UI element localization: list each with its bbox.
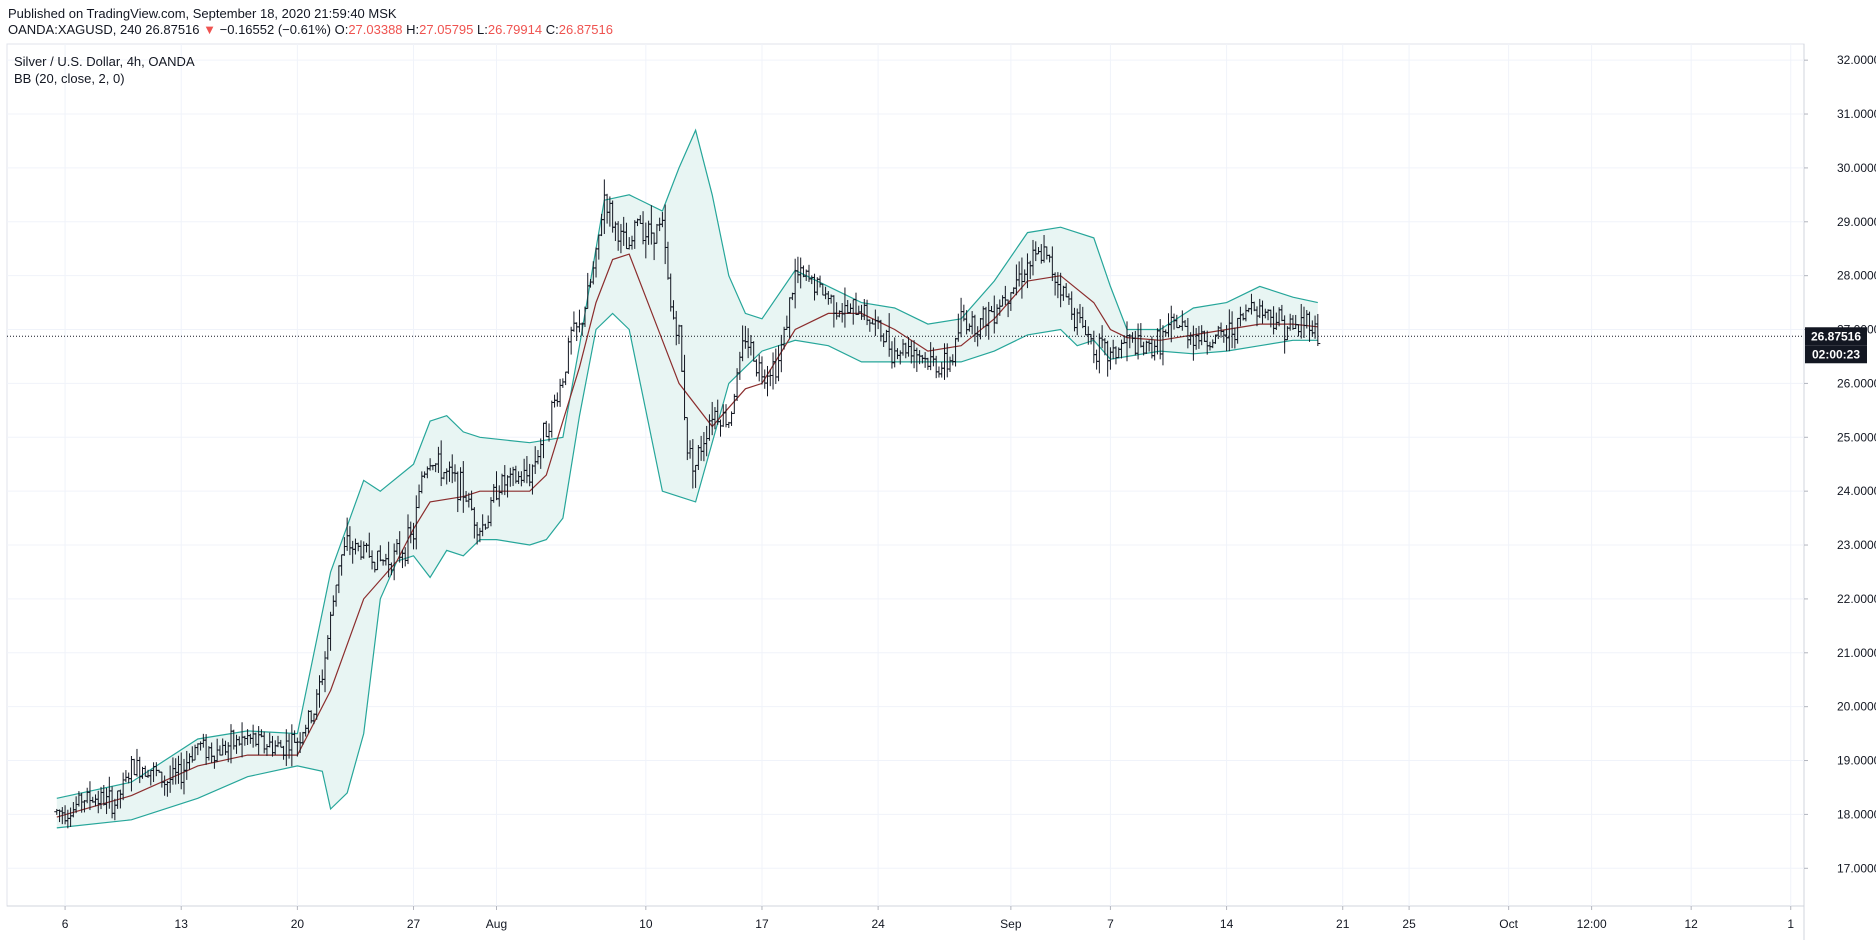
x-tick-label: 6 (62, 917, 69, 931)
ohlc-bar (1094, 349, 1100, 370)
grid (7, 44, 1804, 906)
x-tick-label: 13 (175, 917, 189, 931)
x-tick-label: 27 (407, 917, 421, 931)
y-tick-label: 26.00000 (1837, 376, 1876, 390)
y-tick-label: 21.00000 (1837, 646, 1876, 660)
y-tick-label: 32.00000 (1837, 53, 1876, 67)
ohlc-bar (543, 420, 549, 438)
symbol-quote-line: OANDA:XAGUSD, 240 26.87516 ▼ −0.16552 (−… (8, 22, 613, 37)
bollinger-bands (56, 128, 1318, 829)
y-tick-label: 24.00000 (1837, 484, 1876, 498)
ohlc-bar (576, 309, 582, 333)
ohlc-bar (756, 354, 762, 382)
band-upper-line (56, 128, 1318, 799)
ohlc-bar (574, 322, 580, 342)
y-tick-label: 17.00000 (1837, 861, 1876, 875)
ohlc-bar (770, 352, 776, 390)
close-value: 26.87516 (558, 22, 613, 37)
price-change: −0.16552 (−0.61%) (219, 22, 331, 37)
x-tick-label: 25 (1402, 917, 1416, 931)
published-note: Published on TradingView.com, September … (8, 6, 397, 21)
x-tick-label: 20 (291, 917, 305, 931)
ohlc-bar (776, 345, 782, 382)
time-axis[interactable]: 6 13 20 27 Aug 10 17 24 Sep 7 14 21 25 Oct 12:00 12 1 (62, 906, 1795, 931)
publication-header: Published on TradingView.com, September … (0, 0, 1876, 44)
last-price: 26.87516 (145, 22, 200, 37)
y-tick-label: 23.00000 (1837, 538, 1876, 552)
indicator-label: BB (20, close, 2, 0) (14, 71, 125, 86)
high-label: H: (406, 22, 420, 37)
price-axis[interactable]: 17.00000 18.00000 19.00000 20.00000 21.00000… (1804, 53, 1876, 875)
price-labels: 26.87516 02:00:23 (7, 327, 1867, 364)
y-tick-label: 30.00000 (1837, 161, 1876, 175)
ohlc-bar (123, 770, 129, 783)
ohlc-bar (568, 326, 574, 355)
ohlc-bar (936, 366, 942, 378)
x-tick-label: 12:00 (1577, 917, 1607, 931)
x-tick-label: Aug (486, 917, 507, 931)
band-fill (56, 130, 1318, 828)
y-tick-label: 29.00000 (1837, 215, 1876, 229)
open-label: O: (334, 22, 349, 37)
chart-legend: Silver / U.S. Dollar, 4h, OANDA BB (20, … (14, 53, 195, 87)
low-label: L: (477, 22, 488, 37)
ohlc-bar (723, 404, 729, 428)
open-value: 27.03388 (348, 22, 403, 37)
x-tick-label: 10 (639, 917, 653, 931)
last-price-label: 26.87516 (1811, 329, 1861, 343)
ohlc-bar (773, 348, 779, 384)
ohlc-bar (131, 758, 137, 776)
x-tick-label: 1 (1787, 917, 1794, 931)
y-tick-label: 18.00000 (1837, 807, 1876, 821)
plot-area-border (6, 43, 1805, 907)
x-tick-label: 17 (755, 917, 769, 931)
x-tick-label: Oct (1499, 917, 1518, 931)
y-tick-label: 19.00000 (1837, 754, 1876, 768)
y-tick-label: 31.00000 (1837, 107, 1876, 121)
ohlc-bar (134, 748, 140, 777)
y-tick-label: 22.00000 (1837, 592, 1876, 606)
change-down-icon: ▼ (203, 22, 217, 37)
ohlc-bars (54, 179, 1321, 829)
countdown-tag (1805, 345, 1867, 364)
last-price-tag (1805, 327, 1867, 346)
high-value: 27.05795 (419, 22, 474, 37)
ohlc-bar (1315, 313, 1321, 347)
y-tick-label: 25.00000 (1837, 430, 1876, 444)
x-tick-label: 14 (1220, 917, 1234, 931)
symbol-label: OANDA:XAGUSD, 240 (8, 22, 142, 37)
band-basis-line (56, 253, 1318, 818)
ohlc-bar (753, 359, 759, 377)
close-label: C: (545, 22, 559, 37)
ohlc-bar (552, 394, 558, 408)
y-tick-label: 28.00000 (1837, 269, 1876, 283)
x-tick-label: 12 (1684, 917, 1698, 931)
series-title: Silver / U.S. Dollar, 4h, OANDA (14, 54, 195, 69)
x-tick-label: Sep (1000, 917, 1022, 931)
ohlc-bar (565, 337, 571, 374)
ohlc-bar (554, 392, 560, 407)
x-tick-label: 24 (871, 917, 885, 931)
x-tick-label: 7 (1107, 917, 1114, 931)
ohlc-bar (762, 369, 768, 389)
countdown-label: 02:00:23 (1812, 347, 1860, 361)
y-tick-label: 20.00000 (1837, 700, 1876, 714)
ohlc-bar (571, 311, 577, 332)
x-tick-label: 21 (1336, 917, 1350, 931)
ohlc-bar (549, 400, 555, 438)
low-value: 26.79914 (487, 22, 543, 37)
ohlc-bar (939, 361, 945, 378)
ohlc-bar (717, 419, 723, 437)
